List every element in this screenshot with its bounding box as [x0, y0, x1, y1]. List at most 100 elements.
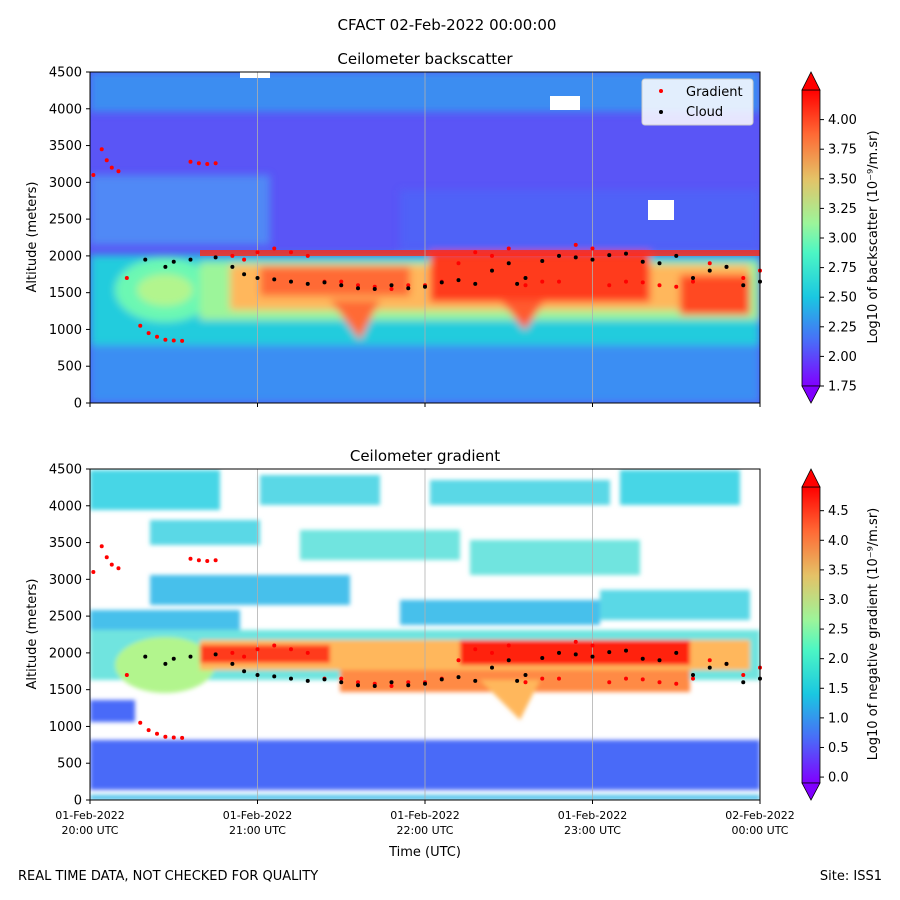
cloud-point [322, 677, 327, 682]
legend-cloud-label: Cloud [686, 105, 723, 120]
colorbar-tick-label: 0.0 [828, 771, 849, 786]
x-tick-time: 23:00 UTC [564, 824, 621, 837]
gradient-point [213, 558, 218, 563]
cloud-point [356, 683, 360, 688]
cloud-point [741, 680, 746, 685]
gradient-point [657, 680, 662, 685]
x-tick-date: 01-Feb-2022 [55, 809, 124, 822]
gradient-point [657, 283, 662, 288]
gradient-point [104, 555, 109, 560]
cloud-point [143, 654, 148, 659]
gradient-point [109, 165, 114, 170]
cloud-point [423, 284, 427, 289]
colorbar-tick-label: 0.5 [828, 741, 849, 756]
gradient-point [242, 654, 247, 659]
figure-title: CFACT 02-Feb-2022 00:00:00 [338, 16, 557, 34]
gradient-point [171, 735, 176, 740]
gradient-ylabel: Altitude (meters) [25, 579, 40, 690]
colorbar-tick-label: 3.75 [828, 143, 857, 158]
gradient-point [674, 284, 679, 289]
gradient-point [490, 253, 494, 258]
gradient-point [356, 680, 360, 685]
gradient-point [523, 680, 528, 685]
cloud-point [305, 678, 310, 683]
gradient-point [406, 680, 411, 685]
cloud-point [707, 665, 712, 670]
cloud-point [590, 257, 595, 262]
quality-note: REAL TIME DATA, NOT CHECKED FOR QUALITY [18, 869, 319, 884]
y-tick-label: 1500 [49, 286, 82, 301]
gradient-point [116, 169, 121, 174]
gradient-point [205, 161, 210, 166]
gradient-point [557, 279, 561, 284]
cloud-point [607, 650, 612, 655]
colorbar-tick-label: 1.0 [828, 711, 849, 726]
gradient-title: Ceilometer gradient [350, 447, 500, 465]
cloud-point [506, 658, 511, 663]
gradient-point [242, 257, 247, 262]
cloud-point [590, 654, 595, 659]
cloud-point [255, 275, 260, 280]
x-tick-time: 00:00 UTC [731, 824, 788, 837]
cloud-point [557, 253, 561, 258]
y-tick-label: 500 [57, 757, 82, 772]
cloud-point [490, 665, 494, 670]
x-axis-label: Time (UTC) [388, 845, 461, 860]
backscatter-ylabel: Altitude (meters) [25, 182, 40, 293]
cloud-point [213, 652, 218, 657]
colorbar-tick-label: 1.5 [828, 682, 849, 697]
gradient-x-axis: 01-Feb-2022 20:00 UTC 01-Feb-2022 21:00 UTC… [55, 800, 795, 837]
cloud-point [242, 272, 247, 277]
cloud-point [171, 656, 176, 661]
y-tick-label: 4000 [49, 102, 82, 117]
gradient-point [456, 261, 461, 266]
y-tick-label: 1500 [49, 683, 82, 698]
y-tick-label: 3000 [49, 176, 82, 191]
cloud-point [439, 677, 444, 682]
colorbar-tick-label: 2.0 [828, 652, 849, 667]
gradient-point [230, 650, 235, 655]
cloud-point [163, 661, 168, 666]
gradient-point [506, 246, 511, 251]
y-tick-label: 3000 [49, 573, 82, 588]
backscatter-y-axis: 0 500 1000 1500 2000 2500 3000 3500 4000 4500 [49, 66, 90, 412]
cloud-point [724, 661, 729, 666]
x-tick-time: 20:00 UTC [61, 824, 118, 837]
backscatter-title: Ceilometer backscatter [337, 50, 513, 68]
cloud-point [557, 650, 561, 655]
cloud-point [657, 261, 662, 266]
backscatter-colorbar-label: Log10 of backscatter (10⁻⁹/m.sr) [866, 130, 881, 343]
gradient-point [109, 562, 114, 567]
colorbar-tick-label: 3.25 [828, 202, 857, 217]
gradient-point [155, 731, 159, 736]
gradient-point [607, 283, 612, 288]
cloud-point [540, 656, 545, 661]
cloud-point [456, 675, 461, 680]
cloud-point [389, 680, 394, 685]
gradient-point [490, 650, 494, 655]
x-tick-date: 02-Feb-2022 [725, 809, 794, 822]
gradient-point [691, 279, 695, 284]
cloud-point [406, 683, 411, 688]
backscatter-x-tickmarks [89, 403, 761, 407]
cloud-point [439, 280, 444, 285]
gradient-point [272, 643, 277, 648]
y-tick-label: 1000 [49, 720, 82, 735]
y-tick-label: 2500 [49, 610, 82, 625]
colorbar-min-extend [801, 385, 821, 404]
gradient-point [573, 639, 578, 644]
gradient-point [523, 283, 528, 288]
gradient-point [116, 566, 121, 571]
gradient-point [473, 250, 478, 255]
cloud-point [406, 286, 411, 291]
cloud-point [657, 658, 662, 663]
cloud-point [674, 253, 679, 258]
cloud-point [540, 259, 545, 264]
gradient-point [91, 569, 96, 574]
gradient-point [146, 331, 151, 336]
gradient-point [155, 334, 159, 339]
cloud-point [372, 286, 377, 291]
cloud-point [490, 268, 494, 273]
x-tick-date: 01-Feb-2022 [390, 809, 459, 822]
legend-cloud-marker [659, 110, 663, 114]
